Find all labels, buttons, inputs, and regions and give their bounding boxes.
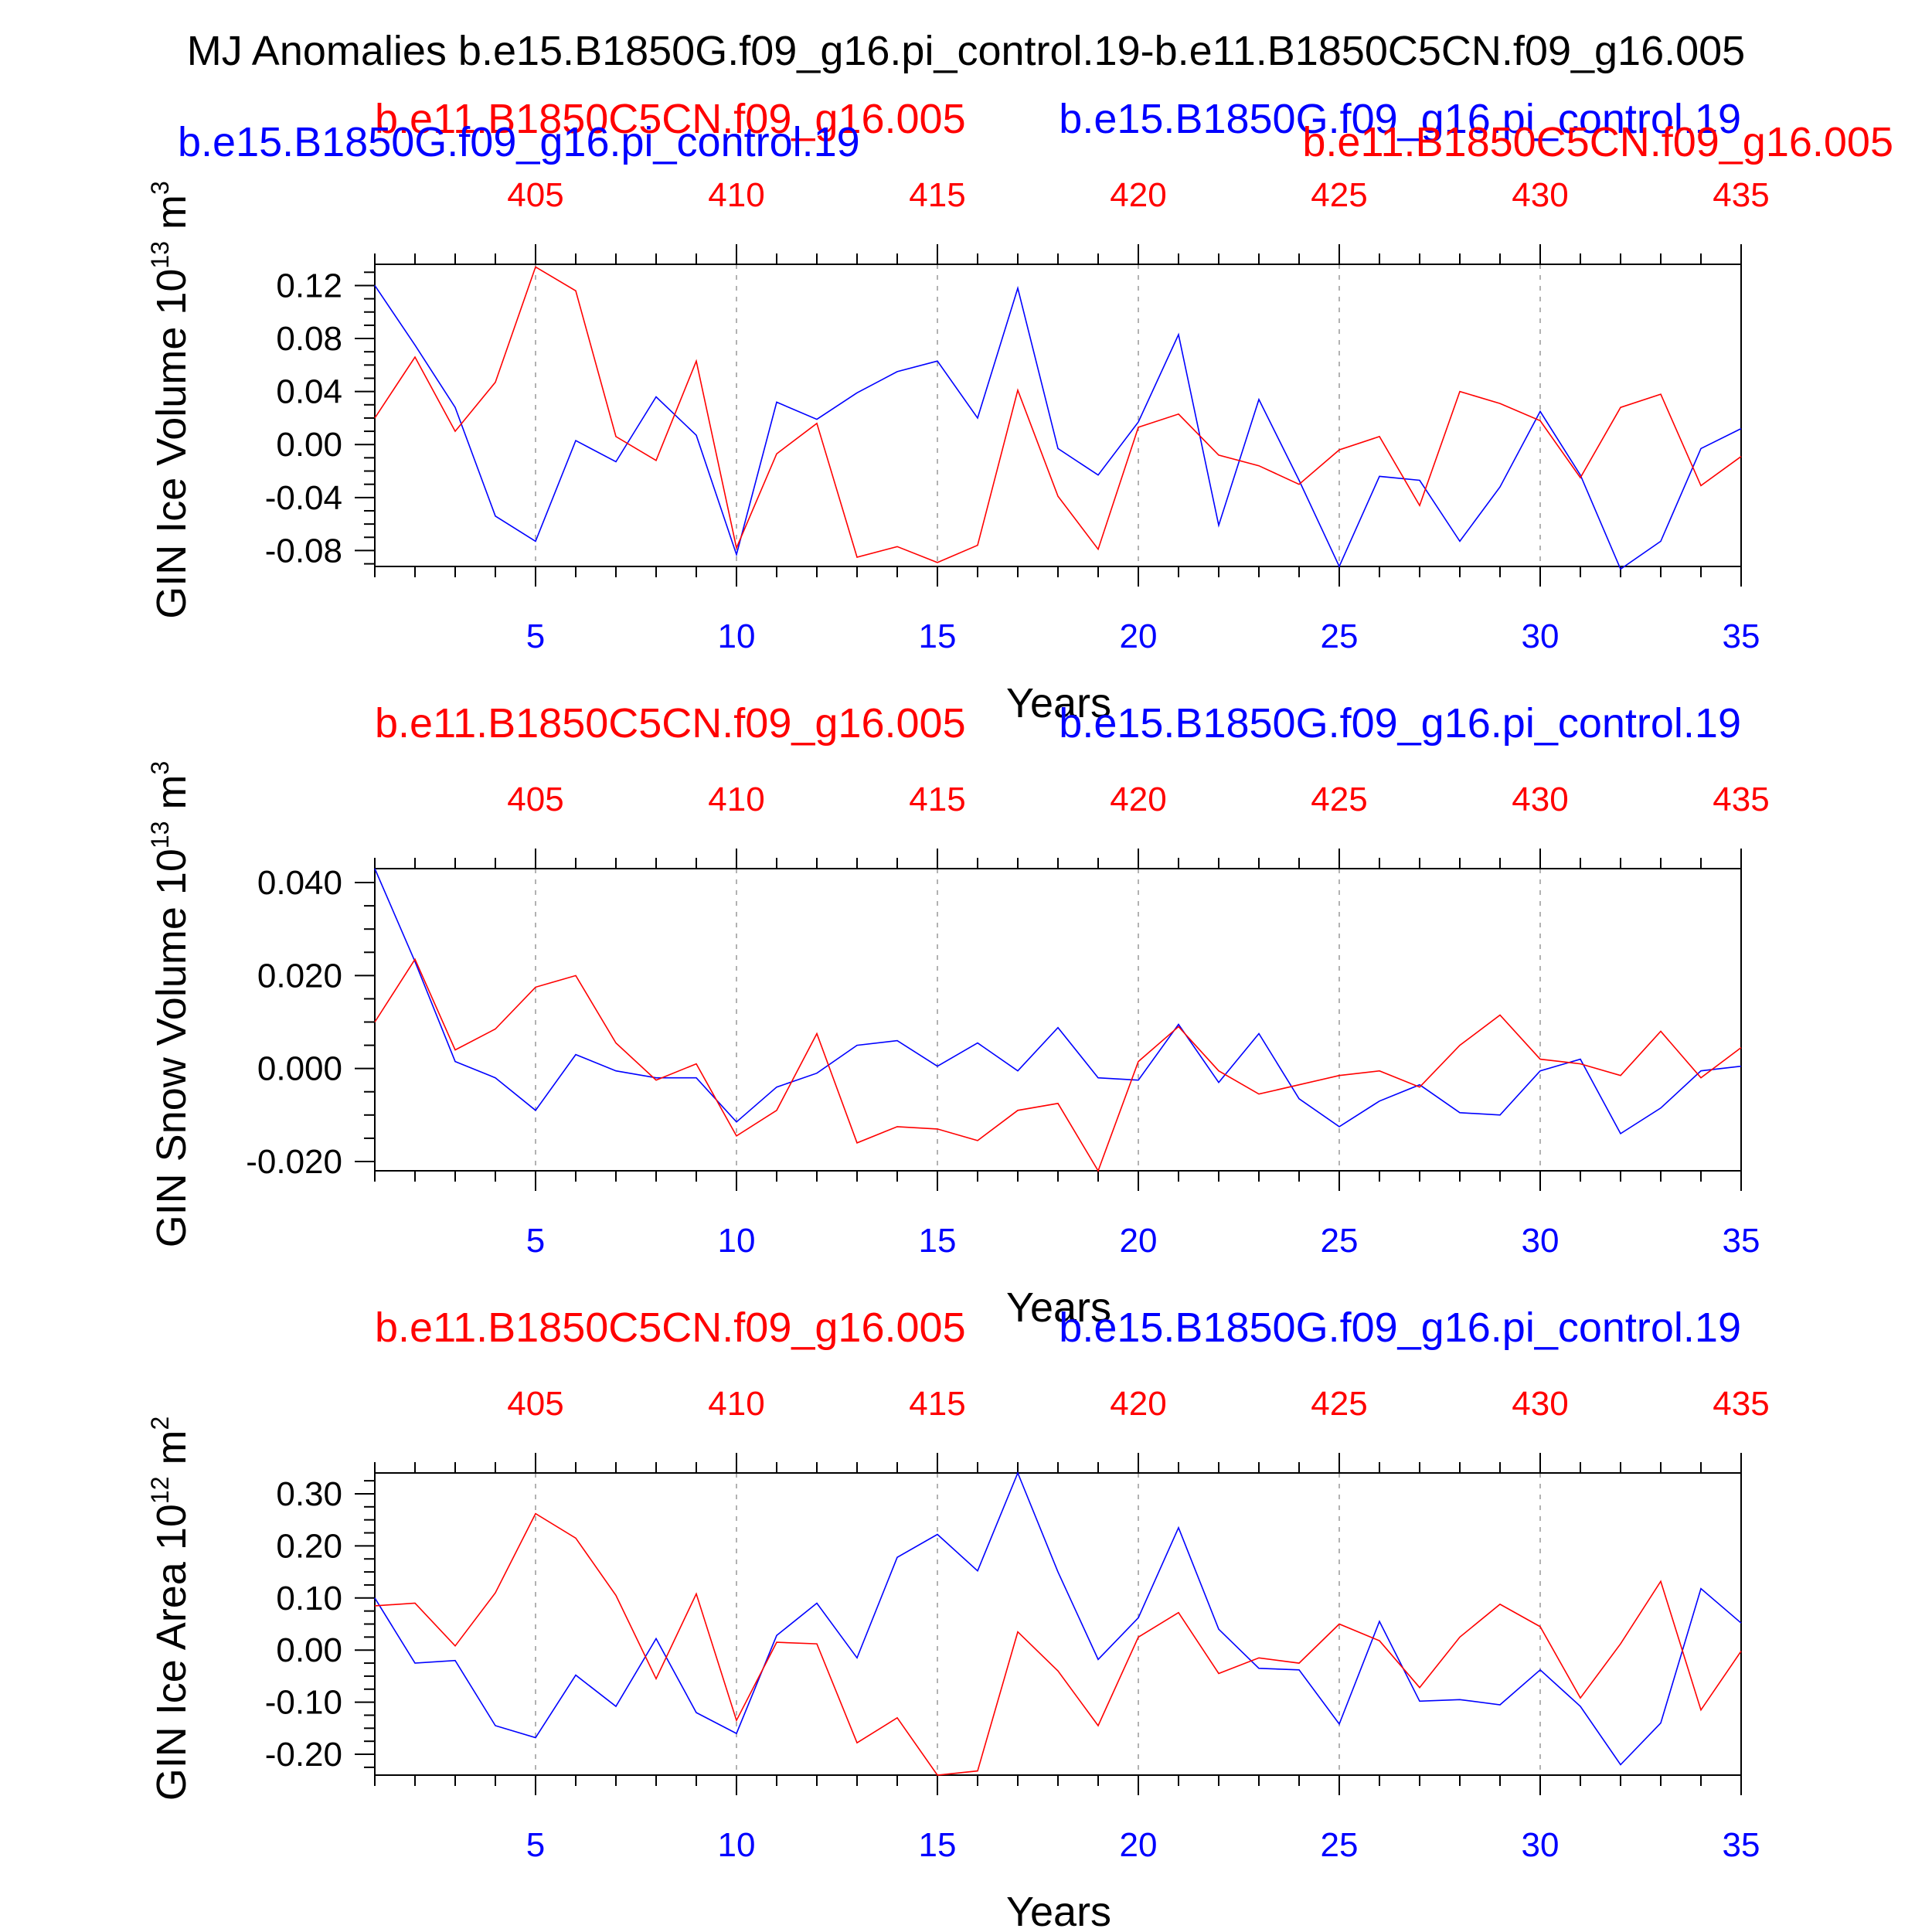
x-tick-label-top: 420 xyxy=(1110,1385,1166,1423)
y-axis-label: GIN Snow Volume 1013 m3 xyxy=(146,761,195,1248)
figure-title: MJ Anomalies b.e15.B1850G.f09_g16.pi_con… xyxy=(187,28,1745,74)
y-tick-label: -0.08 xyxy=(265,532,342,570)
x-tick-label-top: 405 xyxy=(507,1385,563,1423)
x-tick-label: 5 xyxy=(526,1222,545,1260)
x-tick-label: 30 xyxy=(1522,1222,1560,1260)
y-tick-label: 0.08 xyxy=(276,320,342,358)
run-label: b.e15.B1850G.f09_g16.pi_control.19 xyxy=(1059,96,1741,142)
y-tick-label: -0.20 xyxy=(265,1736,342,1774)
series-line-blue xyxy=(374,1471,1742,1766)
run-label: b.e15.B1850G.f09_g16.pi_control.19 xyxy=(1059,1304,1741,1351)
x-tick-label: 25 xyxy=(1321,617,1359,655)
y-tick-label: 0.10 xyxy=(276,1580,342,1617)
run-label: b.e15.B1850G.f09_g16.pi_control.19 xyxy=(1059,700,1741,747)
x-tick-label: 10 xyxy=(718,1222,756,1260)
y-tick-label: 0.12 xyxy=(276,267,342,304)
y-tick-label: 0.20 xyxy=(276,1527,342,1565)
x-tick-label-top: 410 xyxy=(708,1385,764,1423)
x-tick-label-top: 415 xyxy=(909,781,965,818)
y-tick-label: 0.00 xyxy=(276,426,342,464)
x-tick-label-top: 430 xyxy=(1512,176,1568,214)
run-label: b.e11.B1850C5CN.f09_g16.005 xyxy=(1302,119,1893,165)
x-tick-label: 10 xyxy=(718,1826,756,1864)
panel-2: 5 405 10 410 15 415 20 420 25 425 30 430 35 435 Years -… xyxy=(146,700,1770,1331)
x-tick-label: 15 xyxy=(919,1826,957,1864)
y-tick-label: 0.04 xyxy=(276,373,342,411)
x-tick-label: 15 xyxy=(919,1222,957,1260)
series-line-blue xyxy=(374,284,1742,570)
run-label: b.e11.B1850C5CN.f09_g16.005 xyxy=(375,96,966,142)
x-tick-label-top: 415 xyxy=(909,176,965,214)
y-tick-label: 0.00 xyxy=(276,1631,342,1669)
x-tick-label: 15 xyxy=(919,617,957,655)
x-tick-label-top: 435 xyxy=(1713,176,1769,214)
x-tick-label-top: 420 xyxy=(1110,781,1166,818)
y-tick-label: -0.10 xyxy=(265,1684,342,1722)
y-axis-label: GIN Ice Area 1012 m2 xyxy=(146,1417,195,1801)
x-tick-label: 35 xyxy=(1723,617,1760,655)
x-tick-label-top: 425 xyxy=(1311,781,1367,818)
x-tick-label-top: 405 xyxy=(507,781,563,818)
x-tick-label: 10 xyxy=(718,617,756,655)
x-tick-label: 5 xyxy=(526,617,545,655)
series-line-red xyxy=(374,1512,1742,1776)
x-tick-label: 20 xyxy=(1120,1826,1158,1864)
panel-1: 5 405 10 410 15 415 20 420 25 425 30 430 35 435 Years -… xyxy=(146,96,1893,726)
x-tick-label-top: 420 xyxy=(1110,176,1166,214)
x-tick-label: 5 xyxy=(526,1826,545,1864)
x-tick-label-top: 435 xyxy=(1713,1385,1769,1423)
x-tick-label-top: 430 xyxy=(1512,781,1568,818)
x-axis-label: Years xyxy=(1006,1284,1111,1331)
x-tick-label-top: 410 xyxy=(708,781,764,818)
run-label: b.e11.B1850C5CN.f09_g16.005 xyxy=(375,1304,966,1351)
y-tick-label: -0.04 xyxy=(265,479,342,517)
x-tick-label-top: 425 xyxy=(1311,1385,1367,1423)
x-tick-label: 30 xyxy=(1522,617,1560,655)
x-tick-label: 20 xyxy=(1120,617,1158,655)
run-label: b.e11.B1850C5CN.f09_g16.005 xyxy=(375,700,966,747)
x-tick-label: 35 xyxy=(1723,1222,1760,1260)
plot-frame xyxy=(374,868,1742,1172)
x-tick-label: 20 xyxy=(1120,1222,1158,1260)
y-tick-label: 0.040 xyxy=(257,864,342,902)
x-tick-label-top: 405 xyxy=(507,176,563,214)
x-tick-label-top: 425 xyxy=(1311,176,1367,214)
plot-frame xyxy=(374,264,1742,567)
series-line-red xyxy=(374,957,1742,1172)
x-tick-label-top: 415 xyxy=(909,1385,965,1423)
y-tick-label: 0.000 xyxy=(257,1050,342,1088)
x-axis-label: Years xyxy=(1006,680,1111,726)
y-tick-label: 0.30 xyxy=(276,1475,342,1513)
y-tick-label: -0.020 xyxy=(246,1143,342,1181)
x-tick-label-top: 430 xyxy=(1512,1385,1568,1423)
run-label: b.e15.B1850G.f09_g16.pi_control.19 xyxy=(178,119,860,165)
x-tick-label-top: 410 xyxy=(708,176,764,214)
y-tick-label: 0.020 xyxy=(257,957,342,995)
x-tick-label-top: 435 xyxy=(1713,781,1769,818)
series-line-red xyxy=(374,266,1742,563)
panel-3: 5 405 10 410 15 415 20 420 25 425 30 430 35 435 Years -… xyxy=(146,1304,1770,1932)
x-axis-label: Years xyxy=(1006,1889,1111,1932)
y-axis-label: GIN Ice Volume 1013 m3 xyxy=(146,181,195,619)
x-tick-label: 25 xyxy=(1321,1222,1359,1260)
x-tick-label: 25 xyxy=(1321,1826,1359,1864)
x-tick-label: 35 xyxy=(1723,1826,1760,1864)
x-tick-label: 30 xyxy=(1522,1826,1560,1864)
series-line-blue xyxy=(374,868,1742,1135)
